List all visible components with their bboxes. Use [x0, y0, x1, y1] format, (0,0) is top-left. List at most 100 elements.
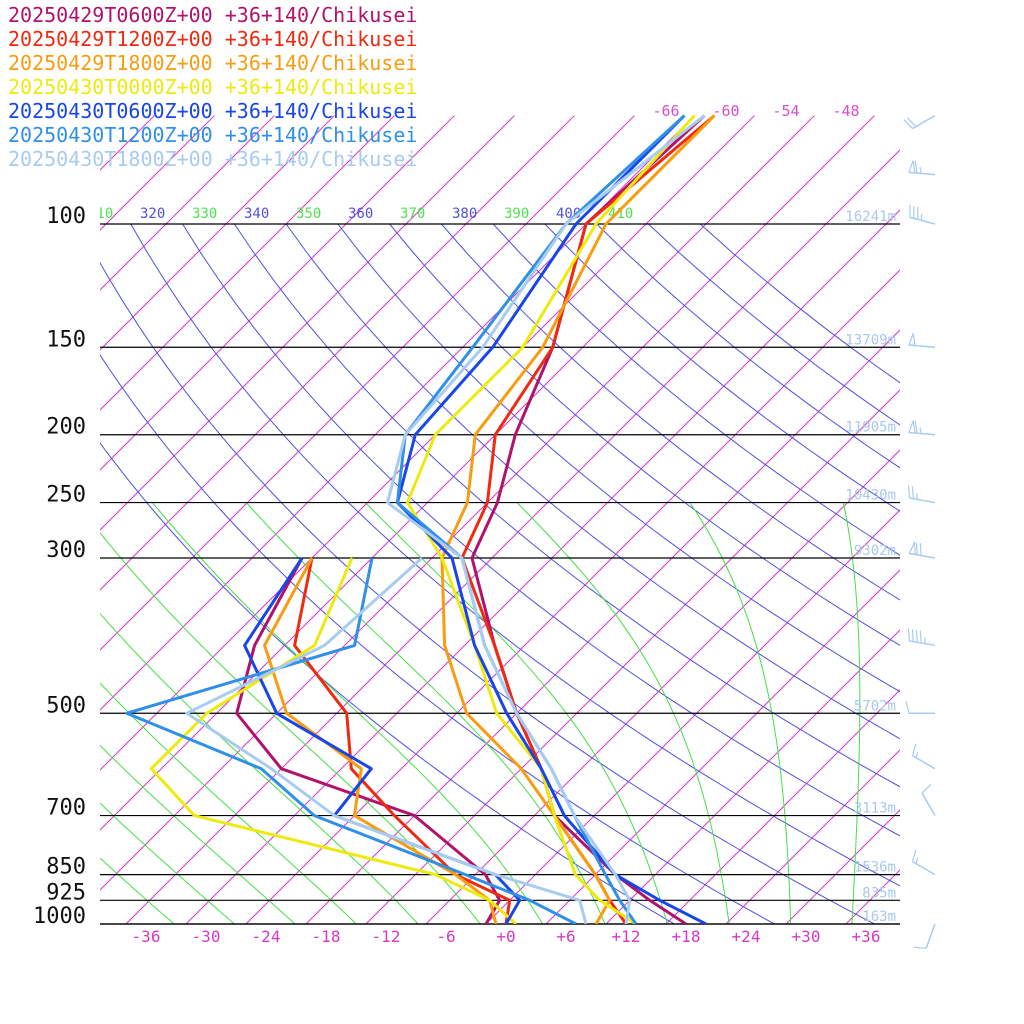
- x-tick-label: +36: [852, 927, 881, 946]
- isotherm-line: [485, 509, 900, 924]
- x-tick-label: -12: [372, 927, 401, 946]
- theta-label: 360: [348, 206, 373, 222]
- isotherm-line: [245, 269, 900, 924]
- moist-adiabat-line: [100, 744, 296, 924]
- wind-barb: [905, 701, 935, 715]
- x-tick-label: +12: [612, 927, 641, 946]
- x-tick-label: +0: [496, 927, 515, 946]
- legend-entry: 20250430T1800Z+00 +36+140/Chikusei: [8, 147, 417, 171]
- barb-half: [915, 751, 919, 758]
- height-label: 163m: [862, 909, 896, 925]
- barb-full: [915, 542, 918, 555]
- theta-label: 340: [244, 206, 269, 222]
- pressure-label: 925: [46, 880, 86, 905]
- x-tick-label: +6: [556, 927, 575, 946]
- barb-staff: [921, 792, 936, 816]
- barb-full: [907, 485, 910, 499]
- wind-barb: [908, 420, 936, 436]
- isotherm-line: [605, 629, 900, 924]
- barb-flag: [908, 160, 916, 174]
- isotherm-line: [545, 569, 900, 924]
- pressure-label: 150: [46, 327, 86, 352]
- dry-adiabat-line: [440, 224, 900, 601]
- legend-entry: 20250429T1200Z+00 +36+140/Chikusei: [8, 27, 417, 51]
- theta-label: 370: [400, 206, 425, 222]
- pressure-label: 1000: [33, 904, 86, 929]
- dry-adiabat-line: [492, 224, 900, 556]
- wind-barbs: [903, 114, 936, 950]
- barb-full: [913, 946, 927, 950]
- barb-full: [915, 629, 918, 643]
- moist-adiabat-line: [689, 502, 792, 924]
- height-label: 16241m: [845, 209, 896, 225]
- x-tick-label: -30: [192, 927, 221, 946]
- dry-adiabat-line: [182, 224, 900, 837]
- wind-barb: [903, 114, 936, 130]
- theta-label: 330: [192, 206, 217, 222]
- isotherm-line: [100, 115, 575, 591]
- top-isotherm-labels: -66 -60 -54 -48: [652, 102, 859, 120]
- isotherm-line: [100, 115, 755, 771]
- wind-barb: [911, 849, 936, 876]
- isotherm-top-label: -54: [772, 102, 799, 120]
- height-label: 11905m: [845, 420, 896, 436]
- legend-entry: 20250429T1800Z+00 +36+140/Chikusei: [8, 51, 417, 75]
- barb-full: [911, 743, 917, 756]
- height-label: 13709m: [845, 332, 896, 348]
- theta-label: 390: [504, 206, 529, 222]
- barb-half: [915, 857, 919, 864]
- isotherm-line: [665, 689, 900, 924]
- pressure-label: 500: [46, 693, 86, 718]
- height-label: 9302m: [854, 543, 896, 559]
- isotherm-line: [365, 389, 900, 924]
- dry-adiabat-line: [130, 224, 900, 887]
- legend-entry: 20250430T1200Z+00 +36+140/Chikusei: [8, 123, 417, 147]
- dry-adiabat-line: [544, 224, 900, 512]
- theta-label: 320: [140, 206, 165, 222]
- isotherm-line: [100, 115, 275, 291]
- isotherm-line: [305, 329, 900, 924]
- dry-adiabat-line: [337, 224, 900, 693]
- theta-label: 380: [452, 206, 477, 222]
- theta-labels: 310 320 330 340 350 360 370 380 390 400 410: [100, 206, 633, 222]
- pressure-label: 300: [46, 538, 86, 563]
- pressure-label: 250: [46, 483, 86, 508]
- x-tick-label: -6: [436, 927, 455, 946]
- barb-staff: [909, 216, 936, 225]
- dewpoint-line-1: [235, 557, 502, 924]
- dewpoint-line-6: [125, 557, 577, 924]
- height-label: 1536m: [854, 860, 896, 876]
- isotherm-line: [906, 116, 1024, 924]
- dry-adiabat-line: [100, 354, 776, 924]
- wind-barb: [909, 204, 936, 225]
- barb-staff: [909, 497, 936, 504]
- dry-adiabat-line: [699, 224, 900, 384]
- height-label: 3113m: [854, 801, 896, 817]
- isotherm-line: [100, 115, 875, 891]
- barb-full: [921, 784, 932, 794]
- moist-adiabat-line: [100, 682, 357, 924]
- isotherm-line: [100, 115, 395, 411]
- moist-adiabat-line: [516, 502, 730, 924]
- pressure-label: 100: [46, 204, 86, 229]
- isotherm-line: [125, 149, 900, 924]
- isotherm-line: [100, 115, 455, 471]
- barb-staff: [925, 923, 936, 949]
- barb-full: [919, 630, 922, 644]
- barb-flag: [908, 333, 916, 347]
- barb-flag: [908, 420, 916, 434]
- height-label: 5702m: [854, 698, 896, 714]
- barb-full: [914, 160, 918, 174]
- moist-adiabat-line: [100, 857, 175, 924]
- temperature-line-4: [405, 114, 696, 924]
- moist-adiabat-line: [365, 502, 668, 924]
- x-axis-ticks: -36 -30 -24 -18 -12 -6 +0 +6 +12 +18 +24 +30 +36: [132, 927, 881, 946]
- isotherm-line: [425, 449, 900, 924]
- barb-full: [906, 117, 917, 127]
- barb-full: [911, 629, 914, 642]
- dewpoint-line-7: [185, 556, 588, 924]
- isotherm-line: [785, 809, 900, 924]
- theta-label: 350: [296, 206, 321, 222]
